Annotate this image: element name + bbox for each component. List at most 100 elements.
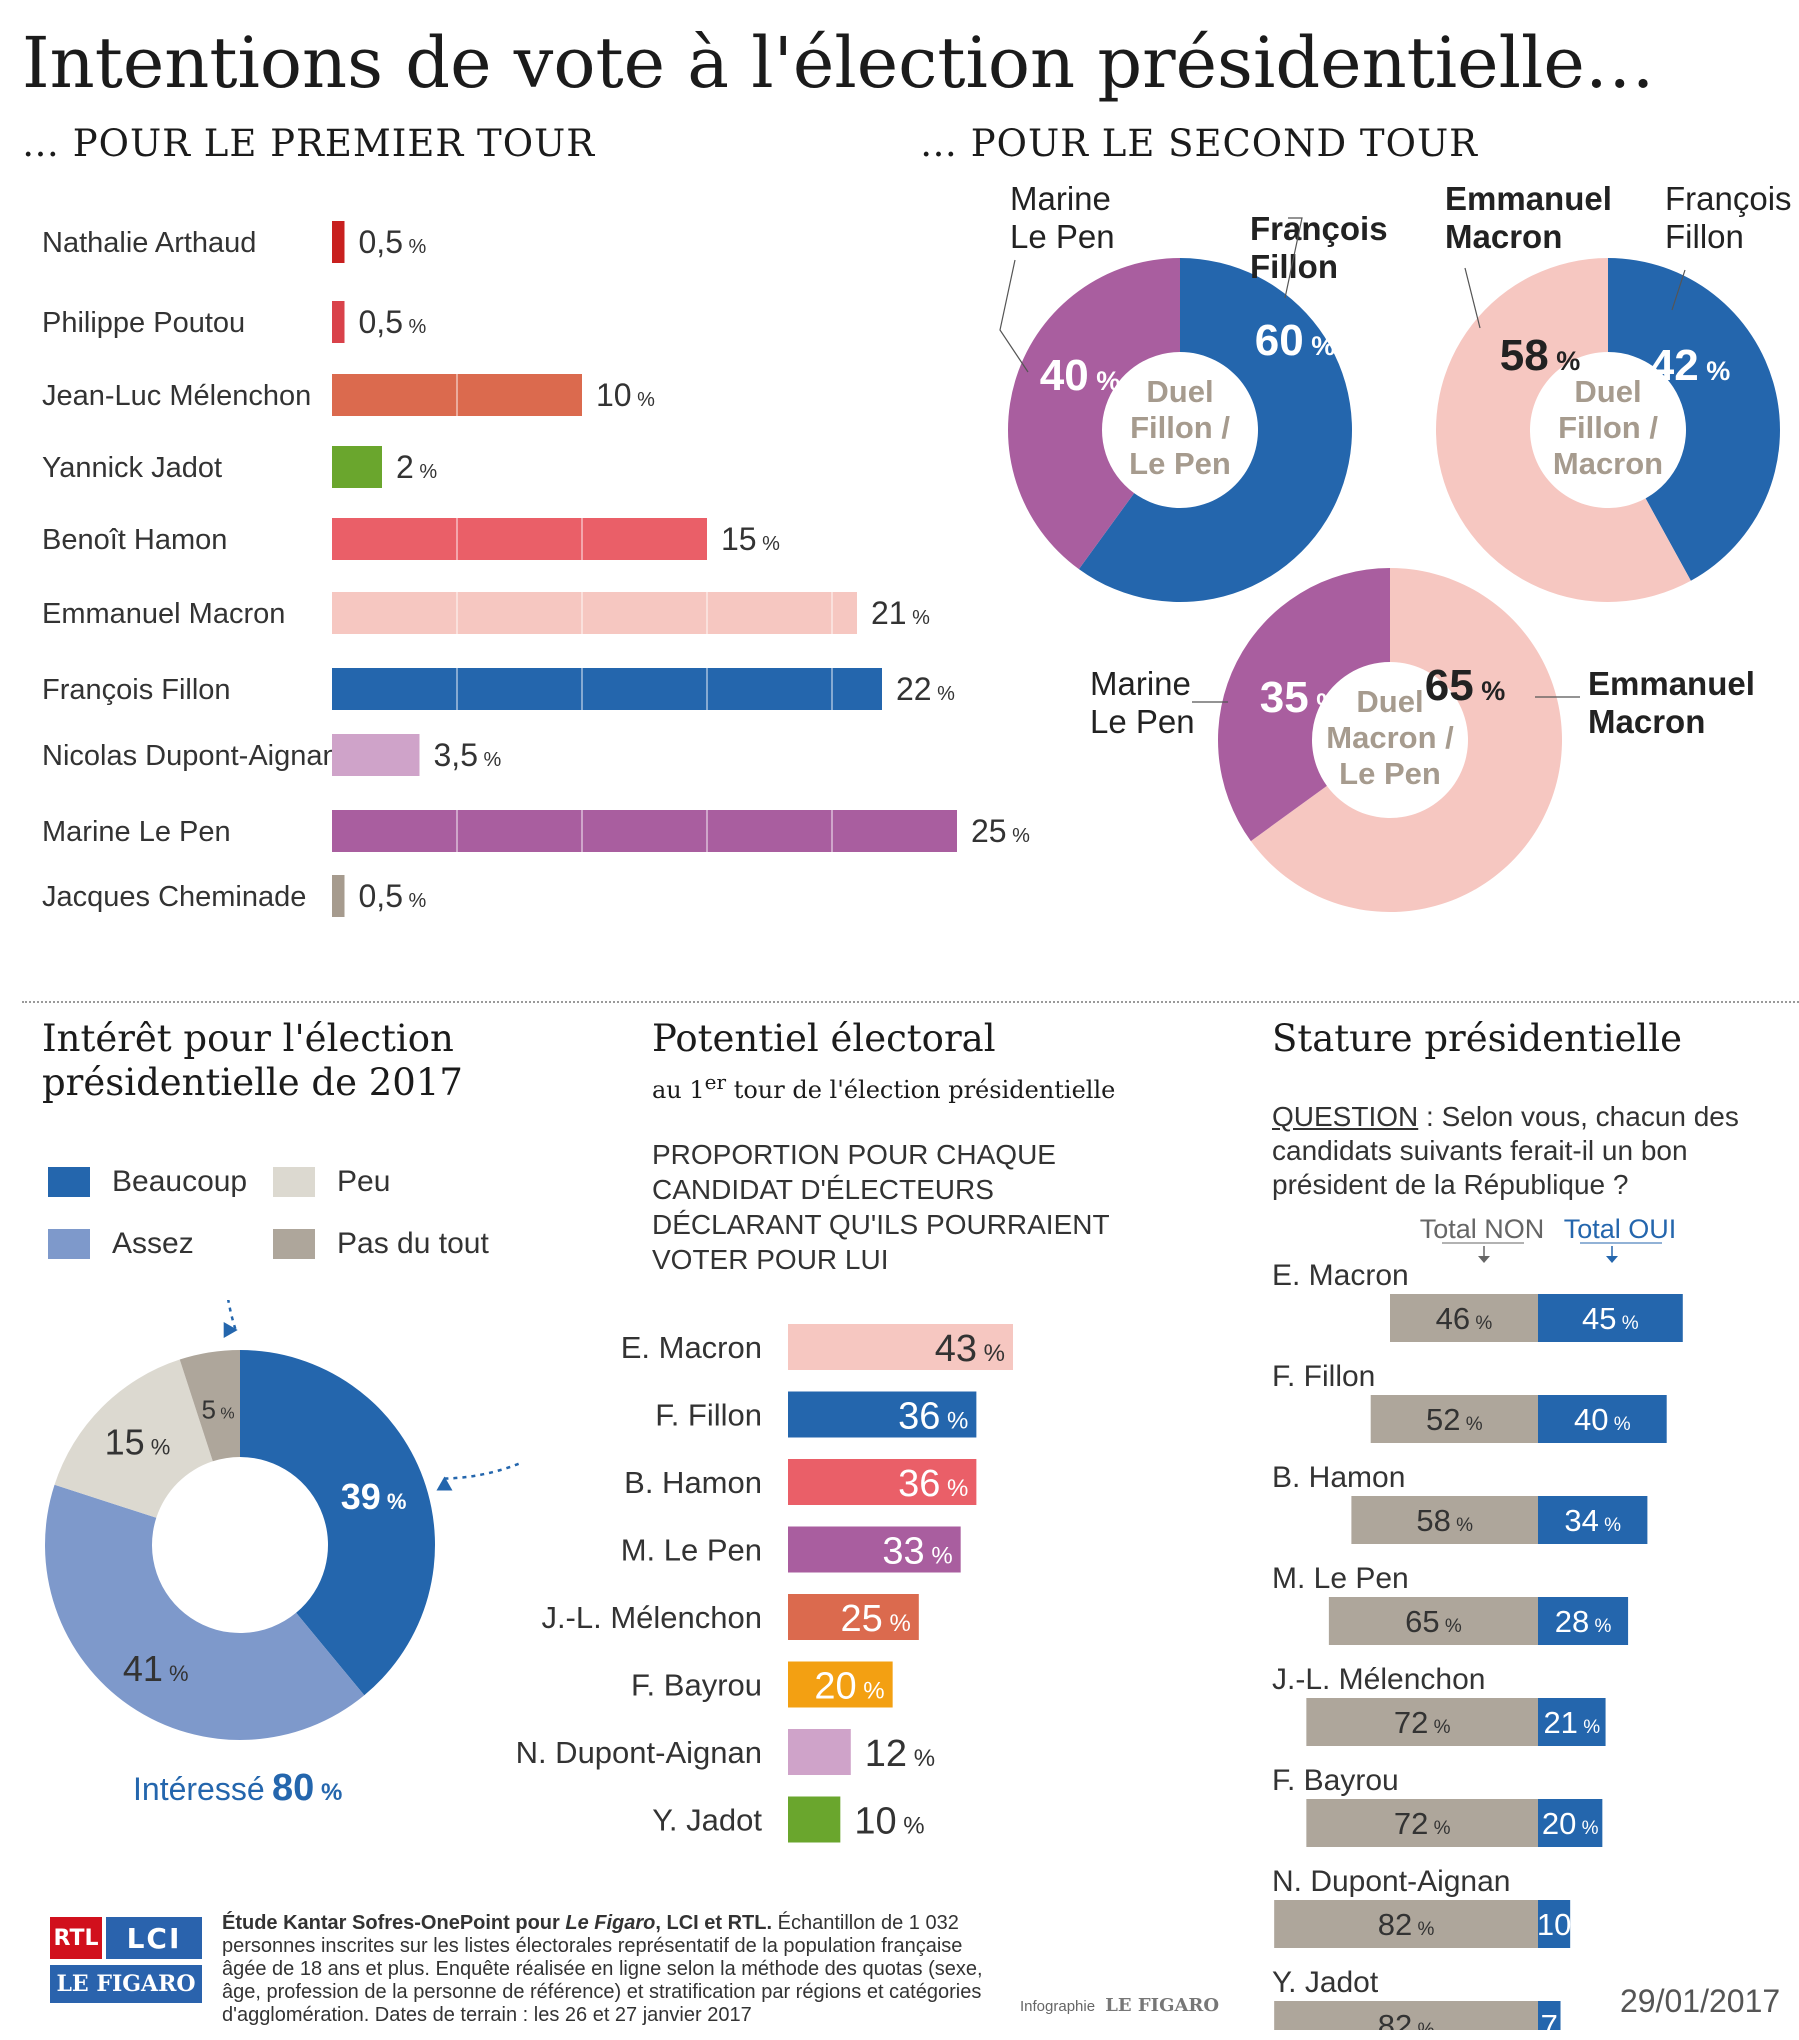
bar-oui xyxy=(1538,1900,1571,1948)
oui-value-label: 20 % xyxy=(1542,1806,1599,1841)
infographie-label: Infographie xyxy=(1020,1998,1096,2015)
bar-value-label: 0,5 % xyxy=(359,224,427,260)
bar-oui xyxy=(1538,1395,1667,1443)
slice-name-label: Le Pen xyxy=(1090,703,1195,740)
donut-slice xyxy=(1436,258,1691,602)
slice-name-label: François xyxy=(1665,180,1792,217)
rtl-logo: RTL xyxy=(50,1917,102,1959)
interet-chart: 39 % 41 % 15 % 5 % Intéressé 80 % xyxy=(45,1300,520,1809)
bar-value-label: 36 % xyxy=(898,1396,968,1438)
row-category-label: F. Bayrou xyxy=(1272,1764,1399,1797)
potentiel-heading: Potentiel électoral xyxy=(652,1017,996,1060)
bar-category-label: Marine Le Pen xyxy=(42,816,231,848)
slice-percent-label: 40 % xyxy=(1040,351,1120,400)
row-category-label: J.-L. Mélenchon xyxy=(1272,1663,1485,1696)
bar-category-label: J.-L. Mélenchon xyxy=(541,1600,762,1635)
source-bold: Étude Kantar Sofres-OnePoint pour xyxy=(222,1912,566,1934)
bar xyxy=(788,1459,977,1505)
non-value-label: 72 % xyxy=(1394,1705,1451,1740)
bar-category-label: Yannick Jadot xyxy=(42,452,222,484)
source-bold-2: , LCI et RTL. xyxy=(655,1912,773,1934)
slice-percent-label: 42 % xyxy=(1650,341,1730,390)
publication-date: 29/01/2017 xyxy=(1620,1983,1781,2019)
legend-swatch xyxy=(273,1229,315,1259)
bar-value-label: 21 % xyxy=(871,595,930,631)
donut-slice xyxy=(240,1350,436,1696)
legend-item-pas-du-tout: Pas du tout xyxy=(273,1227,489,1261)
slice-name-label: Emmanuel xyxy=(1588,665,1755,702)
bar xyxy=(788,1526,961,1573)
bar xyxy=(332,518,707,560)
legend-swatch xyxy=(48,1229,90,1259)
premier-tour-heading: … POUR LE PREMIER TOUR xyxy=(22,122,596,165)
bar-non xyxy=(1306,1698,1538,1746)
figaro-logo: LE FIGARO xyxy=(50,1965,202,2003)
interesse-arrow-head xyxy=(436,1476,453,1491)
legend-label: Pas du tout xyxy=(337,1227,489,1260)
non-value-label: 58 % xyxy=(1416,1503,1473,1538)
slice-name-label: Emmanuel xyxy=(1445,180,1612,217)
donut-slice xyxy=(1250,568,1562,912)
bar xyxy=(332,446,382,488)
potentiel-note-line: DÉCLARANT QU'ILS POURRAIENT xyxy=(652,1209,1110,1240)
non-value-label: 82 % xyxy=(1378,1907,1435,1942)
legend-swatch xyxy=(273,1167,315,1197)
bar-category-label: B. Hamon xyxy=(624,1465,762,1500)
slice-percent-label: 41 % xyxy=(123,1648,189,1689)
potentiel-note-line: PROPORTION POUR CHAQUE xyxy=(652,1139,1056,1170)
interet-heading: Intérêt pour l'élection présidentielle d… xyxy=(42,1017,463,1105)
interet-heading-line-2: présidentielle de 2017 xyxy=(42,1061,463,1104)
slice-percent-label: 65 % xyxy=(1425,661,1505,710)
bar-value-label: 36 % xyxy=(898,1463,968,1505)
bar-oui xyxy=(1538,1698,1606,1746)
bar-non xyxy=(1274,2001,1538,2030)
donut-slice xyxy=(179,1350,240,1462)
slice-name-label: François xyxy=(1250,210,1388,247)
oui-value-label: 28 % xyxy=(1555,1604,1612,1639)
bar xyxy=(332,734,420,776)
row-category-label: M. Le Pen xyxy=(1272,1562,1409,1595)
slice-percent-label: 15 % xyxy=(105,1421,171,1462)
header-arrow-head xyxy=(1478,1256,1490,1263)
interesse-value: 80 % xyxy=(272,1767,342,1809)
bar-oui xyxy=(1538,1496,1648,1544)
bar-value-label: 20 % xyxy=(814,1666,884,1708)
stature-chart: Total NON Total OUI E. Macron 46 % 45 % F. Fi… xyxy=(1272,1214,1683,2030)
legend-label: Beaucoup xyxy=(112,1165,248,1198)
page-title: Intentions de vote à l'élection présiden… xyxy=(22,22,1655,104)
slice-name-label: Marine xyxy=(1090,665,1191,702)
bar-non xyxy=(1370,1395,1538,1443)
question-line: candidats suivants ferait-il un bon xyxy=(1272,1135,1688,1166)
bar-category-label: F. Bayrou xyxy=(631,1668,762,1703)
slice-name-label: Macron xyxy=(1445,218,1562,255)
oui-value-label: 10 xyxy=(1537,1907,1571,1942)
bar xyxy=(332,301,345,343)
bar-category-label: Jean-Luc Mélenchon xyxy=(42,380,311,412)
leader-line xyxy=(1464,267,1481,329)
total-oui-header: Total OUI xyxy=(1564,1214,1677,1244)
potentiel-note: PROPORTION POUR CHAQUE CANDIDAT D'ÉLECTE… xyxy=(652,1137,1110,1277)
oui-value-label: 7 xyxy=(1541,2008,1558,2030)
non-value-label: 46 % xyxy=(1436,1301,1493,1336)
bar-value-label: 0,5 % xyxy=(359,304,427,340)
bar-oui xyxy=(1538,1597,1629,1645)
donut-slice xyxy=(1218,568,1390,842)
potentiel-note-line: VOTER POUR LUI xyxy=(652,1244,889,1275)
bar-category-label: Emmanuel Macron xyxy=(42,598,285,630)
question-line: président de la République ? xyxy=(1272,1169,1629,1200)
partner-logos: RTL LCI LE FIGARO xyxy=(50,1917,202,2003)
bar-category-label: Philippe Poutou xyxy=(42,307,245,339)
donut-center-label: Fillon / xyxy=(1558,410,1658,445)
bar-value-label: 15 % xyxy=(721,521,780,557)
stature-heading: Stature présidentielle xyxy=(1272,1017,1682,1060)
leader-line xyxy=(1284,217,1303,299)
bar xyxy=(332,875,345,917)
non-value-label: 52 % xyxy=(1426,1402,1483,1437)
bar-value-label: 25 % xyxy=(841,1598,911,1640)
total-non-header: Total NON xyxy=(1420,1214,1545,1244)
interet-legend: Beaucoup Peu Assez Pas du tout xyxy=(48,1165,508,1261)
oui-value-label: 40 % xyxy=(1574,1402,1631,1437)
bar-non xyxy=(1351,1496,1538,1544)
donut-slice xyxy=(1078,258,1352,602)
row-category-label: N. Dupont-Aignan xyxy=(1272,1865,1510,1898)
